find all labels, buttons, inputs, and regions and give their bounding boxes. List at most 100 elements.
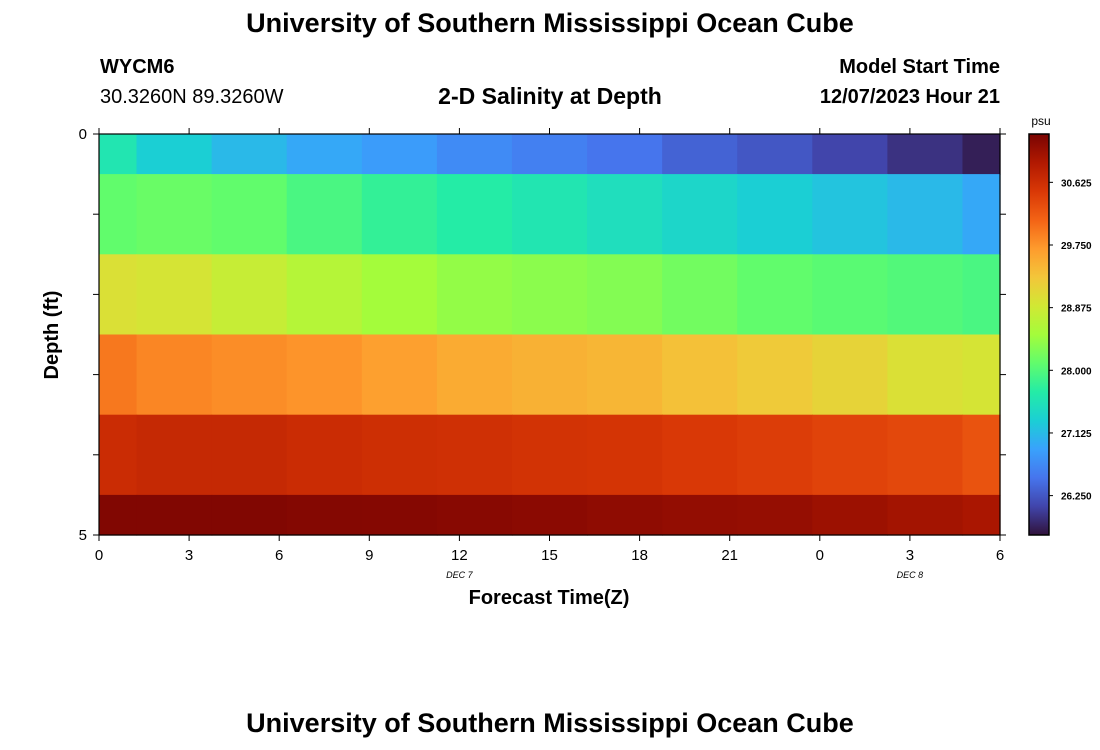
x-tick-label: 3 bbox=[185, 547, 193, 564]
heatmap-cell bbox=[662, 134, 738, 175]
heatmap-cell bbox=[361, 334, 438, 416]
heatmap-cell bbox=[662, 334, 738, 416]
heatmap-cell bbox=[887, 254, 964, 336]
heatmap-cell bbox=[737, 414, 813, 496]
heatmap-cell bbox=[99, 174, 138, 255]
heatmap-cell bbox=[511, 334, 588, 416]
heatmap-cell bbox=[737, 334, 813, 416]
colorbar: psu 30.625 29.750 28.875 28.000 27.125 26.250 bbox=[1028, 114, 1092, 536]
heatmap-cell bbox=[587, 414, 663, 496]
heatmap-cell bbox=[662, 174, 738, 255]
x-tick-label: 6 bbox=[996, 547, 1004, 564]
heatmap-cell bbox=[587, 254, 663, 336]
model-start-value: 12/07/2023 Hour 21 bbox=[819, 86, 1000, 108]
x-tick-label: 0 bbox=[95, 547, 103, 564]
colorbar-tick-label: 29.750 bbox=[1061, 241, 1092, 252]
heatmap-cell bbox=[737, 254, 813, 336]
y-tick-label: 0 bbox=[79, 126, 87, 143]
station-coordinates: 30.3260N 89.3260W bbox=[100, 86, 284, 108]
heatmap-cell bbox=[211, 494, 288, 536]
colorbar-unit: psu bbox=[1031, 114, 1050, 128]
heatmap-cell bbox=[662, 494, 738, 536]
heatmap-cell bbox=[211, 134, 288, 175]
heatmap-cell bbox=[361, 414, 438, 496]
heatmap-cell bbox=[436, 414, 513, 496]
x-tick-label: 6 bbox=[275, 547, 283, 564]
model-start-label: Model Start Time bbox=[839, 56, 1000, 78]
heatmap-cell bbox=[812, 254, 888, 336]
heatmap-cell bbox=[511, 494, 588, 536]
heatmap-cell bbox=[436, 134, 513, 175]
heatmap-cell bbox=[737, 134, 813, 175]
heatmap-cell bbox=[136, 134, 213, 175]
colorbar-tick-label: 27.125 bbox=[1061, 429, 1092, 440]
heatmap-cell bbox=[511, 134, 588, 175]
y-axis-label: Depth (ft) bbox=[41, 291, 63, 380]
heatmap-cell bbox=[962, 494, 1001, 536]
heatmap-cell bbox=[286, 494, 363, 536]
heatmap-cell bbox=[436, 494, 513, 536]
heatmap-cell bbox=[286, 254, 363, 336]
heatmap-cell bbox=[136, 414, 213, 496]
heatmap-cell bbox=[286, 414, 363, 496]
heatmap-cell bbox=[286, 134, 363, 175]
heatmap-cell bbox=[511, 174, 588, 255]
heatmap-cell bbox=[812, 134, 888, 175]
heatmap-cell bbox=[587, 494, 663, 536]
heatmap-cell bbox=[962, 254, 1001, 336]
x-axis-label: Forecast Time(Z) bbox=[469, 587, 630, 609]
heatmap-cell bbox=[136, 494, 213, 536]
heatmap-cell bbox=[962, 134, 1001, 175]
heatmap-cell bbox=[587, 134, 663, 175]
x-axis: 0 3 6 9 12 15 18 21 0 3 6 DEC 7 DEC 8 bbox=[95, 128, 1004, 580]
heatmap-cell bbox=[812, 494, 888, 536]
x-tick-label: 9 bbox=[365, 547, 373, 564]
station-id: WYCM6 bbox=[100, 56, 175, 78]
heatmap-cell bbox=[962, 174, 1001, 255]
heatmap-cell bbox=[812, 334, 888, 416]
heatmap-cell bbox=[887, 334, 964, 416]
heatmap-cell bbox=[211, 414, 288, 496]
heatmap-cell bbox=[887, 414, 964, 496]
heatmap-cell bbox=[812, 174, 888, 255]
heatmap-cell bbox=[587, 334, 663, 416]
heatmap-cell bbox=[436, 254, 513, 336]
heatmap-cell bbox=[511, 414, 588, 496]
heatmap-cell bbox=[136, 174, 213, 255]
x-tick-label: 21 bbox=[721, 547, 738, 564]
heatmap-cell bbox=[99, 254, 138, 336]
colorbar-ticks: 30.625 29.750 28.875 28.000 27.125 26.250 bbox=[1049, 178, 1092, 503]
heatmap-cell bbox=[286, 174, 363, 255]
footer-title: University of Southern Mississippi Ocean… bbox=[246, 708, 854, 738]
date-label: DEC 8 bbox=[897, 570, 924, 580]
heatmap-cell bbox=[662, 414, 738, 496]
heatmap-cell bbox=[361, 254, 438, 336]
heatmap-cell bbox=[737, 174, 813, 255]
heatmap-cell bbox=[962, 414, 1001, 496]
heatmap-cell bbox=[511, 254, 588, 336]
heatmap-cell bbox=[286, 334, 363, 416]
heatmap-cell bbox=[211, 174, 288, 255]
chart-subtitle: 2-D Salinity at Depth bbox=[438, 83, 662, 109]
colorbar-tick-label: 30.625 bbox=[1061, 178, 1092, 189]
heatmap-cell bbox=[99, 414, 138, 496]
y-axis: 05 bbox=[79, 126, 1006, 544]
heatmap-cell bbox=[887, 174, 964, 255]
heatmap-cell bbox=[887, 134, 964, 175]
heatmap-cell bbox=[361, 174, 438, 255]
heatmap-cell bbox=[662, 254, 738, 336]
x-tick-label: 0 bbox=[816, 547, 824, 564]
page-title: University of Southern Mississippi Ocean… bbox=[246, 8, 854, 38]
colorbar-scale bbox=[1028, 133, 1050, 536]
heatmap-cell bbox=[136, 334, 213, 416]
x-tick-label: 12 bbox=[451, 547, 468, 564]
x-tick-label: 15 bbox=[541, 547, 558, 564]
colorbar-tick-label: 28.875 bbox=[1061, 304, 1092, 315]
colorbar-tick-label: 26.250 bbox=[1061, 492, 1092, 503]
heatmap-cell bbox=[962, 334, 1001, 416]
heatmap-cell bbox=[436, 174, 513, 255]
heatmap-cell bbox=[99, 494, 138, 536]
y-tick-label: 5 bbox=[79, 527, 87, 544]
x-tick-label: 18 bbox=[631, 547, 648, 564]
heatmap-cell bbox=[737, 494, 813, 536]
